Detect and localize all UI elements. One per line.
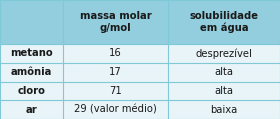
Text: amônia: amônia — [11, 67, 52, 77]
Text: 29 (valor médio): 29 (valor médio) — [74, 105, 157, 115]
Bar — [0, 63, 280, 82]
Text: 71: 71 — [109, 86, 122, 96]
Text: cloro: cloro — [18, 86, 45, 96]
Text: alta: alta — [214, 86, 234, 96]
Text: solubilidade
em água: solubilidade em água — [190, 11, 258, 33]
Bar — [0, 100, 280, 119]
Text: metano: metano — [10, 48, 53, 58]
Bar — [0, 0, 280, 44]
Text: alta: alta — [214, 67, 234, 77]
Text: massa molar
g/mol: massa molar g/mol — [80, 11, 151, 33]
Bar — [0, 82, 280, 100]
Text: ar: ar — [26, 105, 37, 115]
Text: desprezível: desprezível — [195, 48, 253, 59]
Text: 16: 16 — [109, 48, 122, 58]
Bar — [0, 44, 280, 63]
Text: baixa: baixa — [210, 105, 238, 115]
Text: 17: 17 — [109, 67, 122, 77]
